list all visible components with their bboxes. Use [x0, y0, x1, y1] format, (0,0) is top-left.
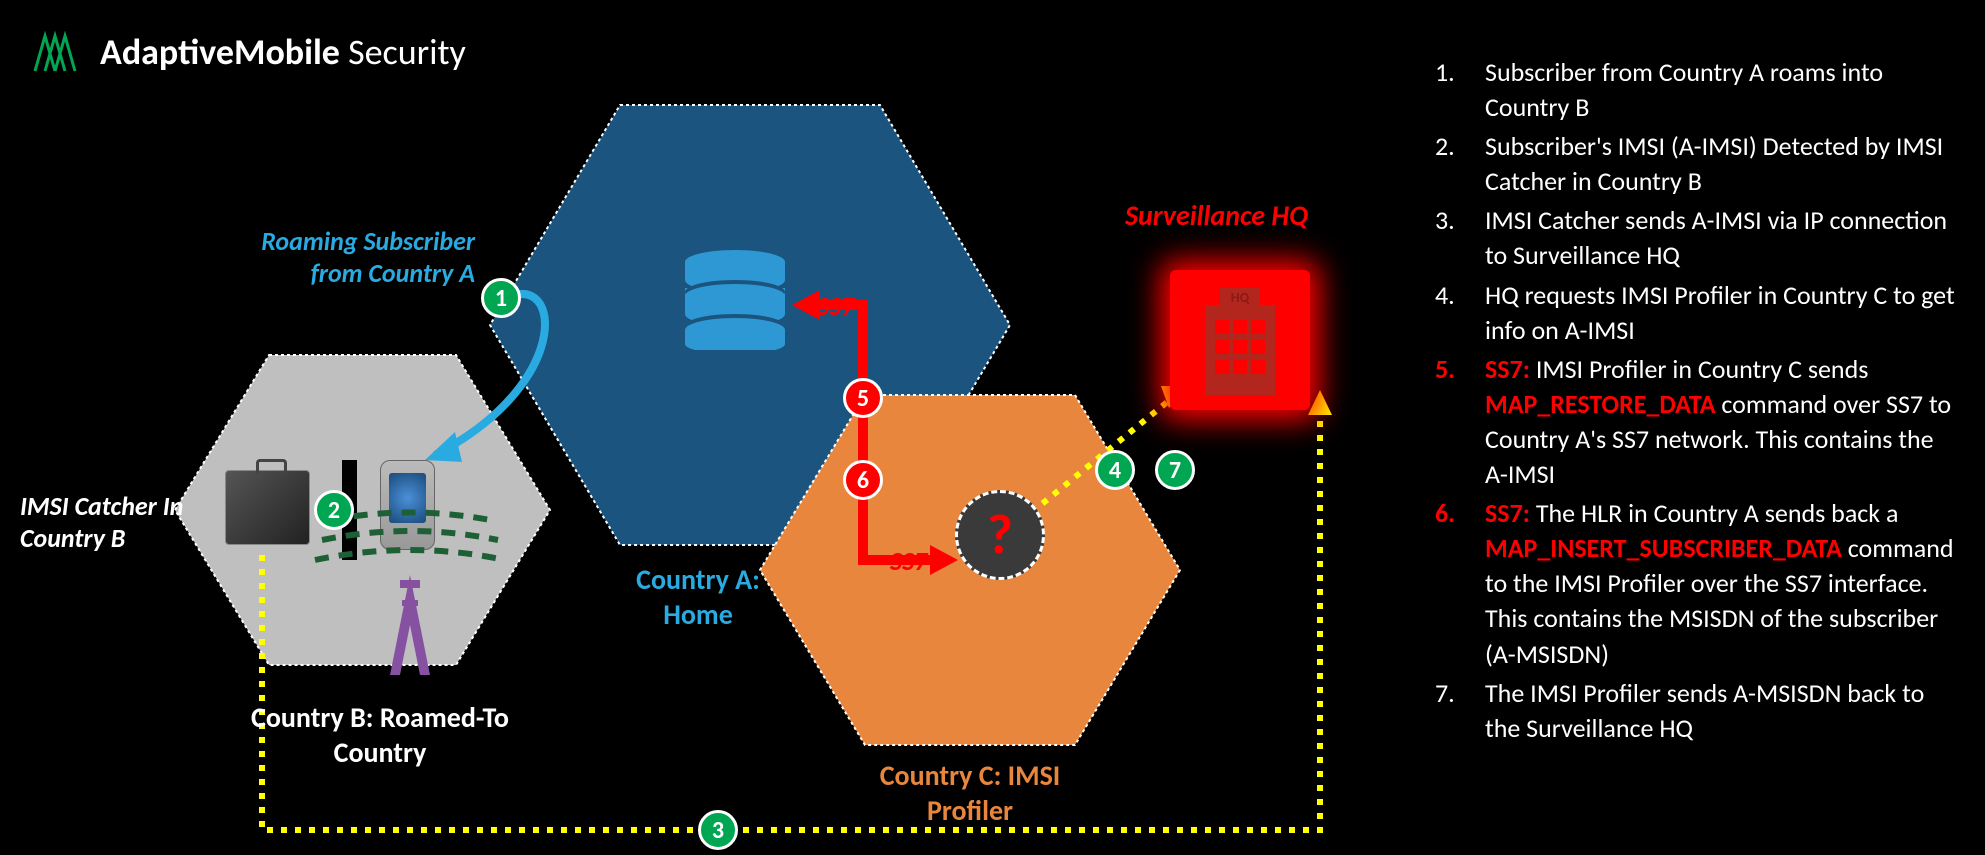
badge-1: 1: [481, 278, 521, 318]
steps-list: 1.Subscriber from Country A roams into C…: [1435, 55, 1955, 746]
step-6: 6.SS7: The HLR in Country A sends back a…: [1435, 496, 1955, 671]
country-a-label: Country A: Home: [618, 562, 778, 632]
step-2: 2.Subscriber's IMSI (A-IMSI) Detected by…: [1435, 129, 1955, 199]
badge-7: 7: [1155, 450, 1195, 490]
svg-text:HQ: HQ: [1231, 289, 1250, 306]
country-c-label: Country C: IMSI Profiler: [870, 758, 1070, 828]
database-icon: [680, 250, 790, 350]
roaming-subscriber-label: Roaming Subscriber from Country A: [235, 225, 475, 289]
step-5: 5.SS7: IMSI Profiler in Country C sends …: [1435, 352, 1955, 492]
question-icon: ?: [955, 490, 1045, 580]
step-7: 7.The IMSI Profiler sends A-MSISDN back …: [1435, 676, 1955, 746]
step-4: 4.HQ requests IMSI Profiler in Country C…: [1435, 278, 1955, 348]
badge-2: 2: [314, 490, 354, 530]
tower-icon: [380, 575, 440, 685]
hq-label: Surveillance HQ: [1125, 198, 1308, 233]
imsi-catcher-label: IMSI Catcher In Country B: [20, 490, 200, 554]
badge-3: 3: [698, 810, 738, 850]
step-3: 3.IMSI Catcher sends A-IMSI via IP conne…: [1435, 203, 1955, 273]
country-b-label: Country B: Roamed-To Country: [230, 700, 530, 770]
briefcase-icon: [225, 470, 310, 545]
arrowhead-3: [1308, 390, 1332, 415]
ss7-label-2: SS7: [890, 545, 927, 577]
diagram: ? HQ Roaming Subscriber from C: [0, 0, 1440, 855]
ss7-label-1: SS7: [817, 290, 854, 322]
hq-building-icon: HQ: [1170, 270, 1310, 410]
badge-4: 4: [1095, 450, 1135, 490]
hex-layer: [0, 0, 1440, 855]
badge-6: 6: [843, 460, 883, 500]
step-1: 1.Subscriber from Country A roams into C…: [1435, 55, 1955, 125]
steps-panel: 1.Subscriber from Country A roams into C…: [1435, 55, 1955, 750]
badge-5: 5: [843, 378, 883, 418]
